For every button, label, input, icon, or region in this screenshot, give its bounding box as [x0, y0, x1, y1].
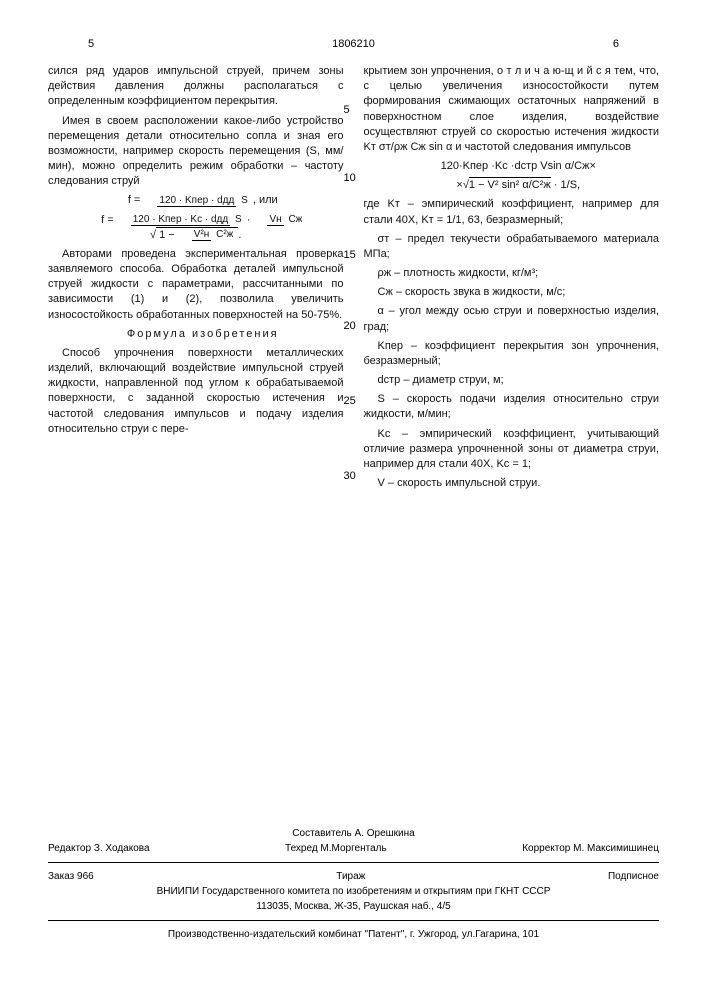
- tirazh: Тираж: [336, 869, 365, 884]
- footer: Составитель А. Орешкина Редактор З. Хода…: [48, 826, 659, 942]
- column-left: сился ряд ударов импульсной струей, прич…: [48, 64, 344, 495]
- para: где Kт – эмпирический коэффициент, напри…: [364, 197, 660, 227]
- doc-number: 1806210: [332, 38, 375, 50]
- formula-2b: ×√1 − V² sin² α/C²ж · 1/S,: [364, 178, 660, 193]
- line-num: 30: [344, 470, 356, 482]
- fraction: V²н C²ж: [178, 228, 236, 242]
- footer-roles: Редактор З. Ходакова Техред М.Моргенталь…: [48, 841, 659, 856]
- numerator: V²н: [192, 229, 212, 241]
- para: сился ряд ударов импульсной струей, прич…: [48, 64, 344, 110]
- page: 5 1806210 6 5 10 15 20 25 30 сился ряд у…: [0, 0, 707, 1000]
- org-line-2: 113035, Москва, Ж-35, Раушская наб., 4/5: [48, 899, 659, 914]
- line-num: 20: [344, 320, 356, 332]
- para: dстр – диаметр струи, м;: [364, 373, 660, 388]
- podpisnoe: Подписное: [608, 869, 659, 884]
- claims-title: Формула изобретения: [48, 327, 344, 342]
- para: Kс – эмпирический коэффициент, учитывающ…: [364, 427, 660, 473]
- eq-lhs: f =: [101, 214, 114, 226]
- para: Kпер – коэффициент перекрытия зон упрочн…: [364, 339, 660, 369]
- techred: Техред М.Моргенталь: [285, 841, 387, 856]
- page-num-right: 6: [613, 38, 619, 50]
- para: Cж – скорость звука в жидкости, м/с;: [364, 285, 660, 300]
- editor: Редактор З. Ходакова: [48, 841, 150, 856]
- para: S – скорость подачи изделия относительно…: [364, 392, 660, 422]
- denominator: Cж: [286, 214, 304, 225]
- order-num: Заказ 966: [48, 869, 94, 884]
- line-num: 5: [344, 104, 350, 116]
- corrector: Корректор М. Максимишинец: [522, 841, 659, 856]
- para: Авторами проведена экспериментальная про…: [48, 247, 344, 323]
- column-right: крытием зон упрочнения, о т л и ч а ю-щ …: [364, 64, 660, 495]
- org-line-3: Производственно-издательский комбинат "П…: [48, 927, 659, 942]
- compiler-line: Составитель А. Орешкина: [48, 826, 659, 841]
- numerator: 120 · Kпер · Kс · dдд: [131, 214, 230, 226]
- formula-1b: f = 120 · Kпер · Kс · dдд S · Vн Cж √ 1 …: [48, 213, 344, 243]
- page-header: 5 1806210 6: [48, 38, 659, 50]
- line-num: 10: [344, 172, 356, 184]
- para: α – угол между осью струи и поверхностью…: [364, 304, 660, 334]
- denominator: S: [233, 214, 244, 225]
- para: V – скорость импульсной струи.: [364, 476, 660, 491]
- para: σт – предел текучести обрабатываемого ма…: [364, 232, 660, 262]
- body-columns: сился ряд ударов импульсной струей, прич…: [48, 64, 659, 495]
- fraction: 120 · Kпер · dдд S: [143, 194, 249, 208]
- para: ρж – плотность жидкости, кг/м³;: [364, 266, 660, 281]
- numerator: 120 · Kпер · dдд: [157, 195, 236, 207]
- formula-1a: f = 120 · Kпер · dдд S , или: [48, 193, 344, 208]
- fraction: 120 · Kпер · Kс · dдд S: [117, 213, 244, 227]
- org-line-1: ВНИИПИ Государственного комитета по изоб…: [48, 884, 659, 899]
- divider: [48, 862, 659, 863]
- numerator: Vн: [267, 214, 283, 226]
- formula-2a: 120·Kпер ·Kс ·dстр Vsin α/Cж×: [364, 159, 660, 174]
- footer-order: Заказ 966 Тираж Подписное: [48, 869, 659, 884]
- page-num-left: 5: [88, 38, 94, 50]
- sqrt: 1 − V²н C²ж: [156, 227, 238, 241]
- eq-text: ×√: [456, 179, 468, 191]
- denominator: C²ж: [214, 229, 235, 240]
- line-num: 25: [344, 395, 356, 407]
- eq-text: 1 −: [159, 229, 175, 241]
- eq-tail: · 1/S,: [551, 179, 580, 191]
- denominator: S: [239, 195, 250, 206]
- sqrt: 1 − V² sin² α/C²ж: [469, 177, 551, 191]
- para: Имея в своем расположении какое-либо уст…: [48, 114, 344, 190]
- divider: [48, 920, 659, 921]
- line-num: 15: [344, 249, 356, 261]
- eq-tail: , или: [253, 194, 278, 206]
- para: крытием зон упрочнения, о т л и ч а ю-щ …: [364, 64, 660, 155]
- para: Способ упрочнения поверхности металличес…: [48, 346, 344, 437]
- fraction: Vн Cж: [253, 213, 304, 227]
- eq-lhs: f =: [128, 194, 141, 206]
